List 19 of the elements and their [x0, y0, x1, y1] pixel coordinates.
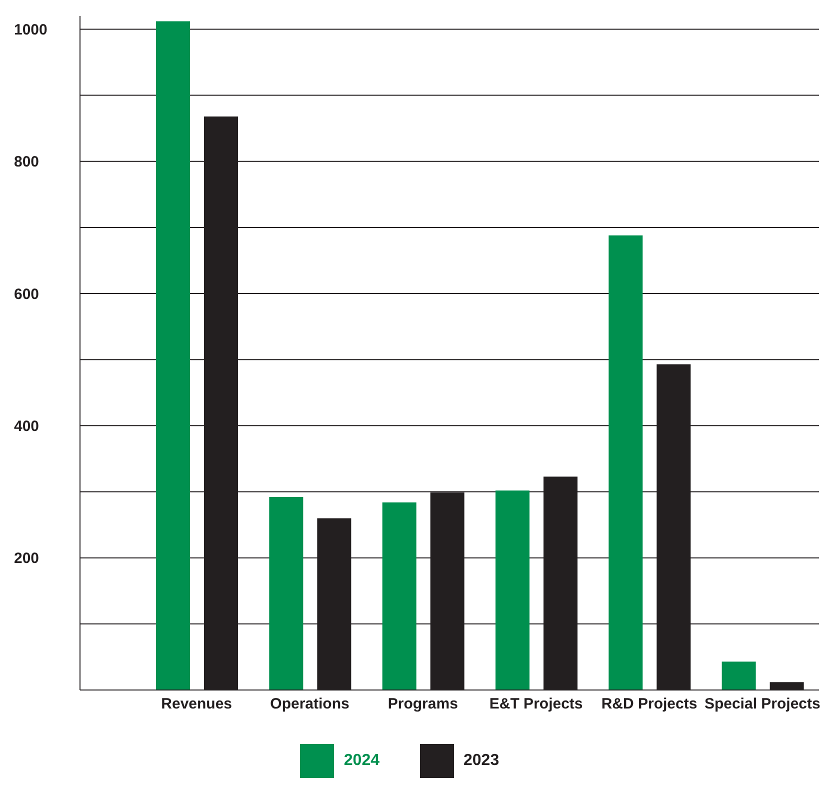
bar: [608, 235, 643, 690]
y-tick-label: 200: [14, 550, 40, 568]
x-tick-label: Operations: [270, 696, 350, 713]
legend-label: 2024: [344, 752, 380, 770]
bar: [382, 502, 416, 690]
x-tick-label: E&T Projects: [489, 696, 583, 713]
y-tick-label: 800: [14, 154, 40, 171]
y-tick-label: 1000: [14, 22, 48, 39]
bar: [722, 662, 756, 690]
bar: [156, 21, 190, 690]
y-tick-label: 600: [14, 286, 40, 303]
legend-label: 2023: [464, 752, 500, 770]
y-tick-label: 400: [14, 418, 40, 436]
x-tick-label: Special Projects: [704, 696, 820, 713]
bar: [269, 497, 304, 690]
x-tick-label: R&D Projects: [601, 696, 698, 713]
x-tick-label: Programs: [388, 696, 458, 713]
x-tick-label: Revenues: [161, 696, 232, 713]
bar: [496, 490, 530, 690]
